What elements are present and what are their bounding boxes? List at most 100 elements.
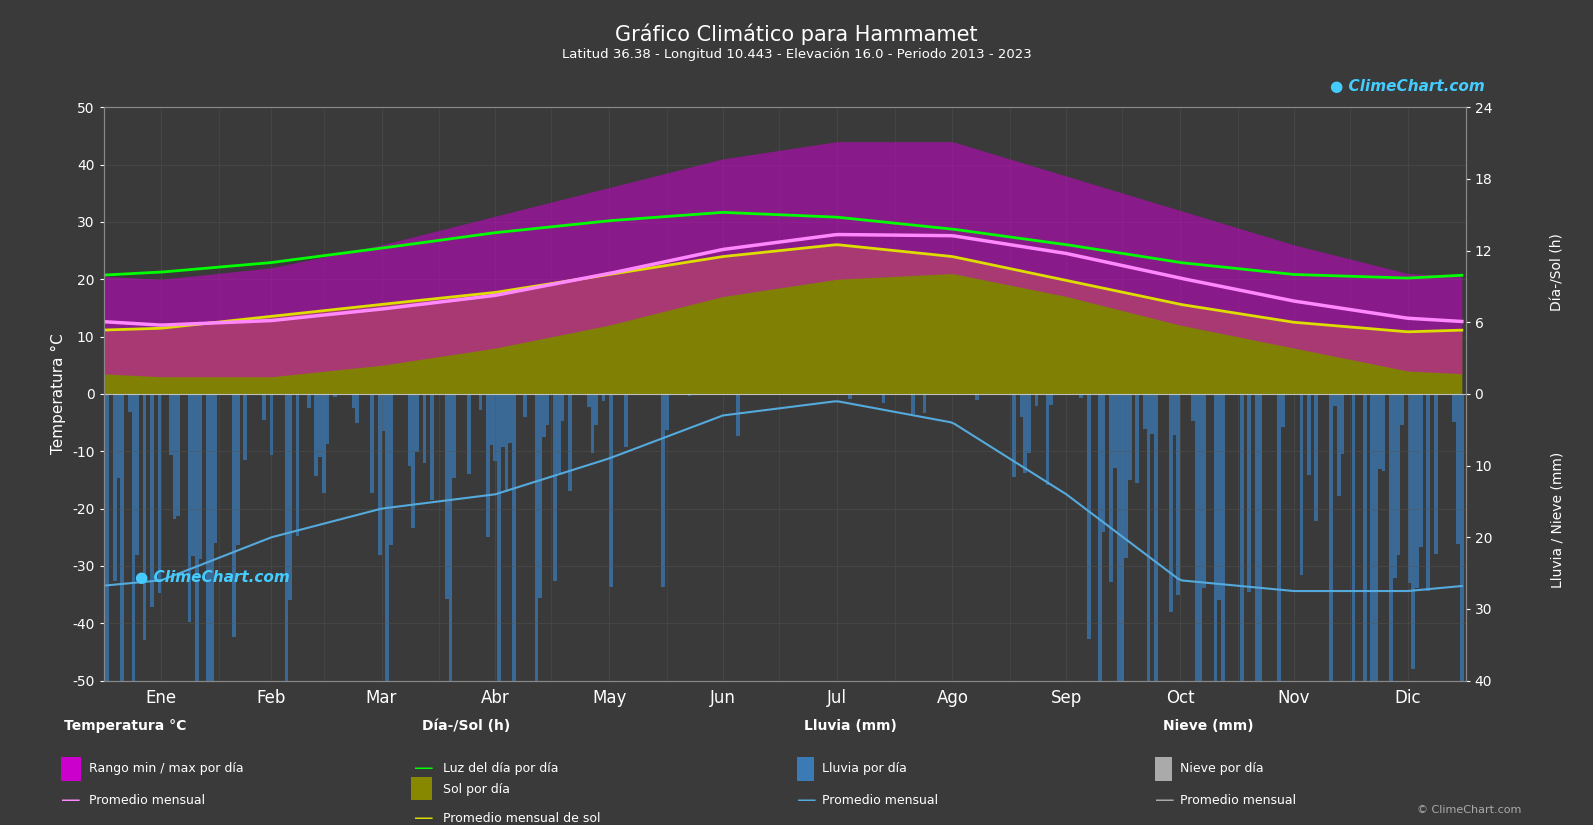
Text: © ClimeChart.com: © ClimeChart.com bbox=[1416, 805, 1521, 815]
Text: Día-/Sol (h): Día-/Sol (h) bbox=[422, 719, 510, 733]
Bar bbox=[210, 394, 213, 757]
Bar bbox=[553, 394, 558, 582]
Bar bbox=[416, 394, 419, 452]
Bar bbox=[505, 394, 508, 493]
Text: —: — bbox=[414, 808, 433, 825]
Bar bbox=[430, 394, 433, 499]
Bar bbox=[1128, 394, 1131, 480]
Bar bbox=[1375, 394, 1378, 685]
Bar bbox=[1147, 394, 1150, 825]
Bar bbox=[314, 394, 319, 476]
Bar bbox=[1400, 394, 1403, 426]
Bar bbox=[1389, 394, 1392, 759]
Bar bbox=[1281, 394, 1284, 427]
Bar bbox=[624, 394, 628, 447]
Bar bbox=[1045, 394, 1050, 484]
Bar bbox=[1456, 394, 1459, 544]
Text: Promedio mensual de sol: Promedio mensual de sol bbox=[443, 812, 601, 825]
Bar bbox=[194, 394, 199, 681]
Bar bbox=[1012, 394, 1016, 477]
Text: Latitud 36.38 - Longitud 10.443 - Elevación 16.0 - Periodo 2013 - 2023: Latitud 36.38 - Longitud 10.443 - Elevac… bbox=[562, 48, 1031, 61]
Text: —: — bbox=[414, 759, 433, 779]
Bar bbox=[205, 394, 210, 825]
Bar bbox=[1114, 394, 1117, 468]
Bar bbox=[494, 394, 497, 461]
Bar bbox=[558, 394, 561, 473]
Bar bbox=[121, 394, 124, 699]
Text: Rango min / max por día: Rango min / max por día bbox=[89, 762, 244, 776]
Bar bbox=[535, 394, 538, 695]
Text: Día-/Sol (h): Día-/Sol (h) bbox=[1552, 233, 1564, 311]
Bar bbox=[1459, 394, 1464, 825]
Bar bbox=[478, 394, 483, 410]
Bar bbox=[288, 394, 292, 600]
Bar bbox=[1408, 394, 1411, 583]
Bar bbox=[191, 394, 194, 556]
Text: Lluvia / Nieve (mm): Lluvia / Nieve (mm) bbox=[1552, 451, 1564, 588]
Bar bbox=[1337, 394, 1341, 496]
Bar bbox=[1247, 394, 1251, 592]
Bar bbox=[269, 394, 274, 455]
Bar bbox=[542, 394, 546, 436]
Bar bbox=[355, 394, 358, 423]
Bar bbox=[975, 394, 978, 400]
Bar bbox=[1120, 394, 1125, 761]
Bar bbox=[1306, 394, 1311, 475]
Bar bbox=[1150, 394, 1153, 435]
Bar bbox=[452, 394, 456, 478]
Bar bbox=[1434, 394, 1437, 554]
Bar bbox=[1333, 394, 1337, 406]
Bar bbox=[1341, 394, 1344, 455]
Bar bbox=[177, 394, 180, 516]
Bar bbox=[444, 394, 449, 599]
Bar bbox=[688, 394, 691, 396]
Bar bbox=[1411, 394, 1415, 668]
Bar bbox=[172, 394, 177, 519]
Bar bbox=[1172, 394, 1176, 435]
Bar bbox=[1222, 394, 1225, 825]
Bar bbox=[1203, 394, 1206, 587]
Bar bbox=[1117, 394, 1120, 695]
Bar bbox=[1169, 394, 1172, 611]
Bar bbox=[594, 394, 597, 425]
Bar bbox=[1426, 394, 1431, 591]
Text: Gráfico Climático para Hammamet: Gráfico Climático para Hammamet bbox=[615, 23, 978, 45]
Bar bbox=[750, 394, 755, 395]
Bar bbox=[500, 394, 505, 447]
Bar bbox=[486, 394, 489, 537]
Bar bbox=[1330, 394, 1333, 813]
Bar bbox=[1192, 394, 1195, 422]
Bar bbox=[1352, 394, 1356, 825]
Bar bbox=[1176, 394, 1180, 595]
Bar bbox=[602, 394, 605, 401]
Text: —: — bbox=[796, 790, 816, 810]
Bar bbox=[1125, 394, 1128, 559]
Bar bbox=[263, 394, 266, 420]
Text: —: — bbox=[1155, 790, 1174, 810]
Bar bbox=[467, 394, 472, 474]
Bar bbox=[736, 394, 739, 436]
Text: ● ClimeChart.com: ● ClimeChart.com bbox=[135, 570, 290, 585]
Bar bbox=[113, 394, 116, 581]
Text: Luz del día por día: Luz del día por día bbox=[443, 762, 559, 776]
Bar bbox=[382, 394, 386, 431]
Bar bbox=[586, 394, 591, 408]
Bar bbox=[1397, 394, 1400, 555]
Bar bbox=[325, 394, 330, 444]
Text: Promedio mensual: Promedio mensual bbox=[1180, 794, 1297, 807]
Bar bbox=[105, 394, 110, 739]
Bar bbox=[1300, 394, 1303, 575]
Bar bbox=[1217, 394, 1222, 600]
Bar bbox=[1381, 394, 1386, 470]
Bar bbox=[1050, 394, 1053, 405]
Bar bbox=[307, 394, 311, 408]
Bar bbox=[591, 394, 594, 454]
Text: Temperatura °C: Temperatura °C bbox=[64, 719, 186, 733]
Bar bbox=[296, 394, 299, 536]
Bar bbox=[1255, 394, 1258, 825]
Bar bbox=[158, 394, 161, 593]
Bar bbox=[116, 394, 121, 478]
Bar bbox=[132, 394, 135, 825]
Bar bbox=[333, 394, 336, 397]
Bar bbox=[524, 394, 527, 417]
